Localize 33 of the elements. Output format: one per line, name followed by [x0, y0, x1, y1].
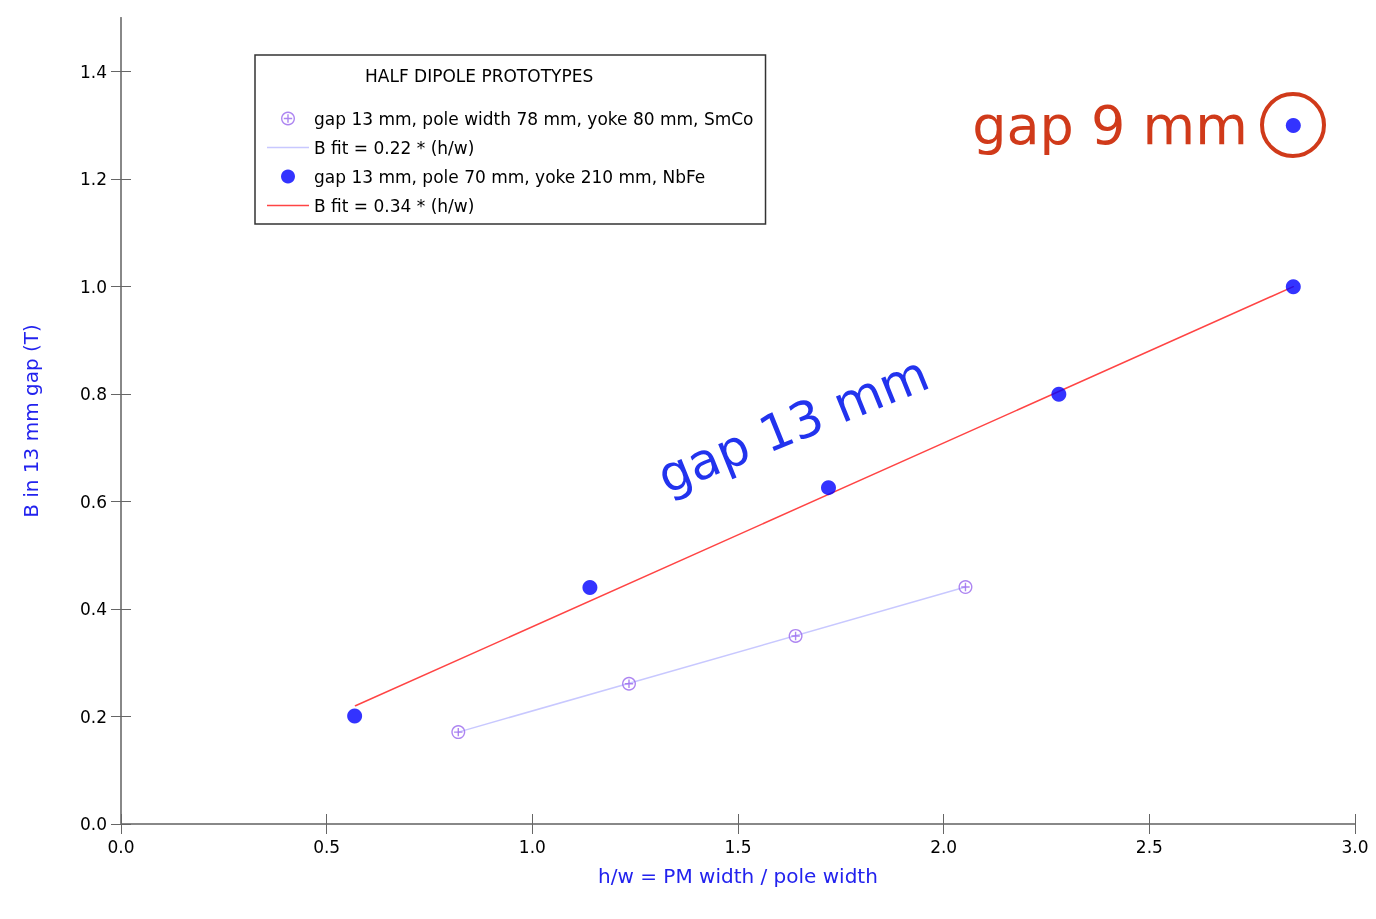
y-tick-label: 0.4 [79, 599, 107, 620]
x-tick-label: 2.5 [1135, 836, 1163, 857]
x-tick-label: 0.5 [313, 836, 341, 857]
point [347, 708, 363, 724]
legend-label: gap 13 mm, pole 70 mm, yoke 210 mm, NbFe [314, 166, 706, 187]
point [451, 725, 466, 740]
point [958, 580, 973, 595]
y-tick-label: 0.2 [79, 706, 107, 727]
y-tick-label: 0.6 [79, 491, 107, 512]
legend-title: HALF DIPOLE PROTOTYPES [365, 65, 594, 86]
y-tick-label: 1.0 [79, 276, 107, 297]
x-tick-label: 3.0 [1341, 836, 1369, 857]
point [582, 580, 598, 596]
x-tick-label: 1.5 [724, 836, 752, 857]
y-tick-label: 1.2 [79, 169, 107, 190]
x-axis-title: h/w = PM width / pole width [598, 864, 878, 888]
y-axis-title: B in 13 mm gap (T) [19, 324, 43, 518]
x-tick-label: 1.0 [518, 836, 546, 857]
x-tick-label: 2.0 [930, 836, 958, 857]
annotation: gap 13 mm [649, 344, 937, 506]
point [1285, 279, 1301, 295]
y-tick-label: 0.0 [79, 814, 107, 834]
x-tick-label: 0.0 [107, 836, 135, 857]
y-tick-label: 1.4 [79, 61, 107, 82]
point [821, 480, 836, 496]
y-tick-label: 0.8 [79, 384, 107, 405]
point [1051, 386, 1067, 402]
legend-label: gap 13 mm, pole width 78 mm, yoke 80 mm, SmCo [314, 108, 754, 129]
legend-label: B fit = 0.34 * (h/w) [314, 195, 475, 216]
point [622, 676, 636, 691]
point [788, 628, 803, 643]
annotation: gap 9 mm [972, 93, 1248, 157]
legend-label: B fit = 0.22 * (h/w) [314, 137, 475, 158]
